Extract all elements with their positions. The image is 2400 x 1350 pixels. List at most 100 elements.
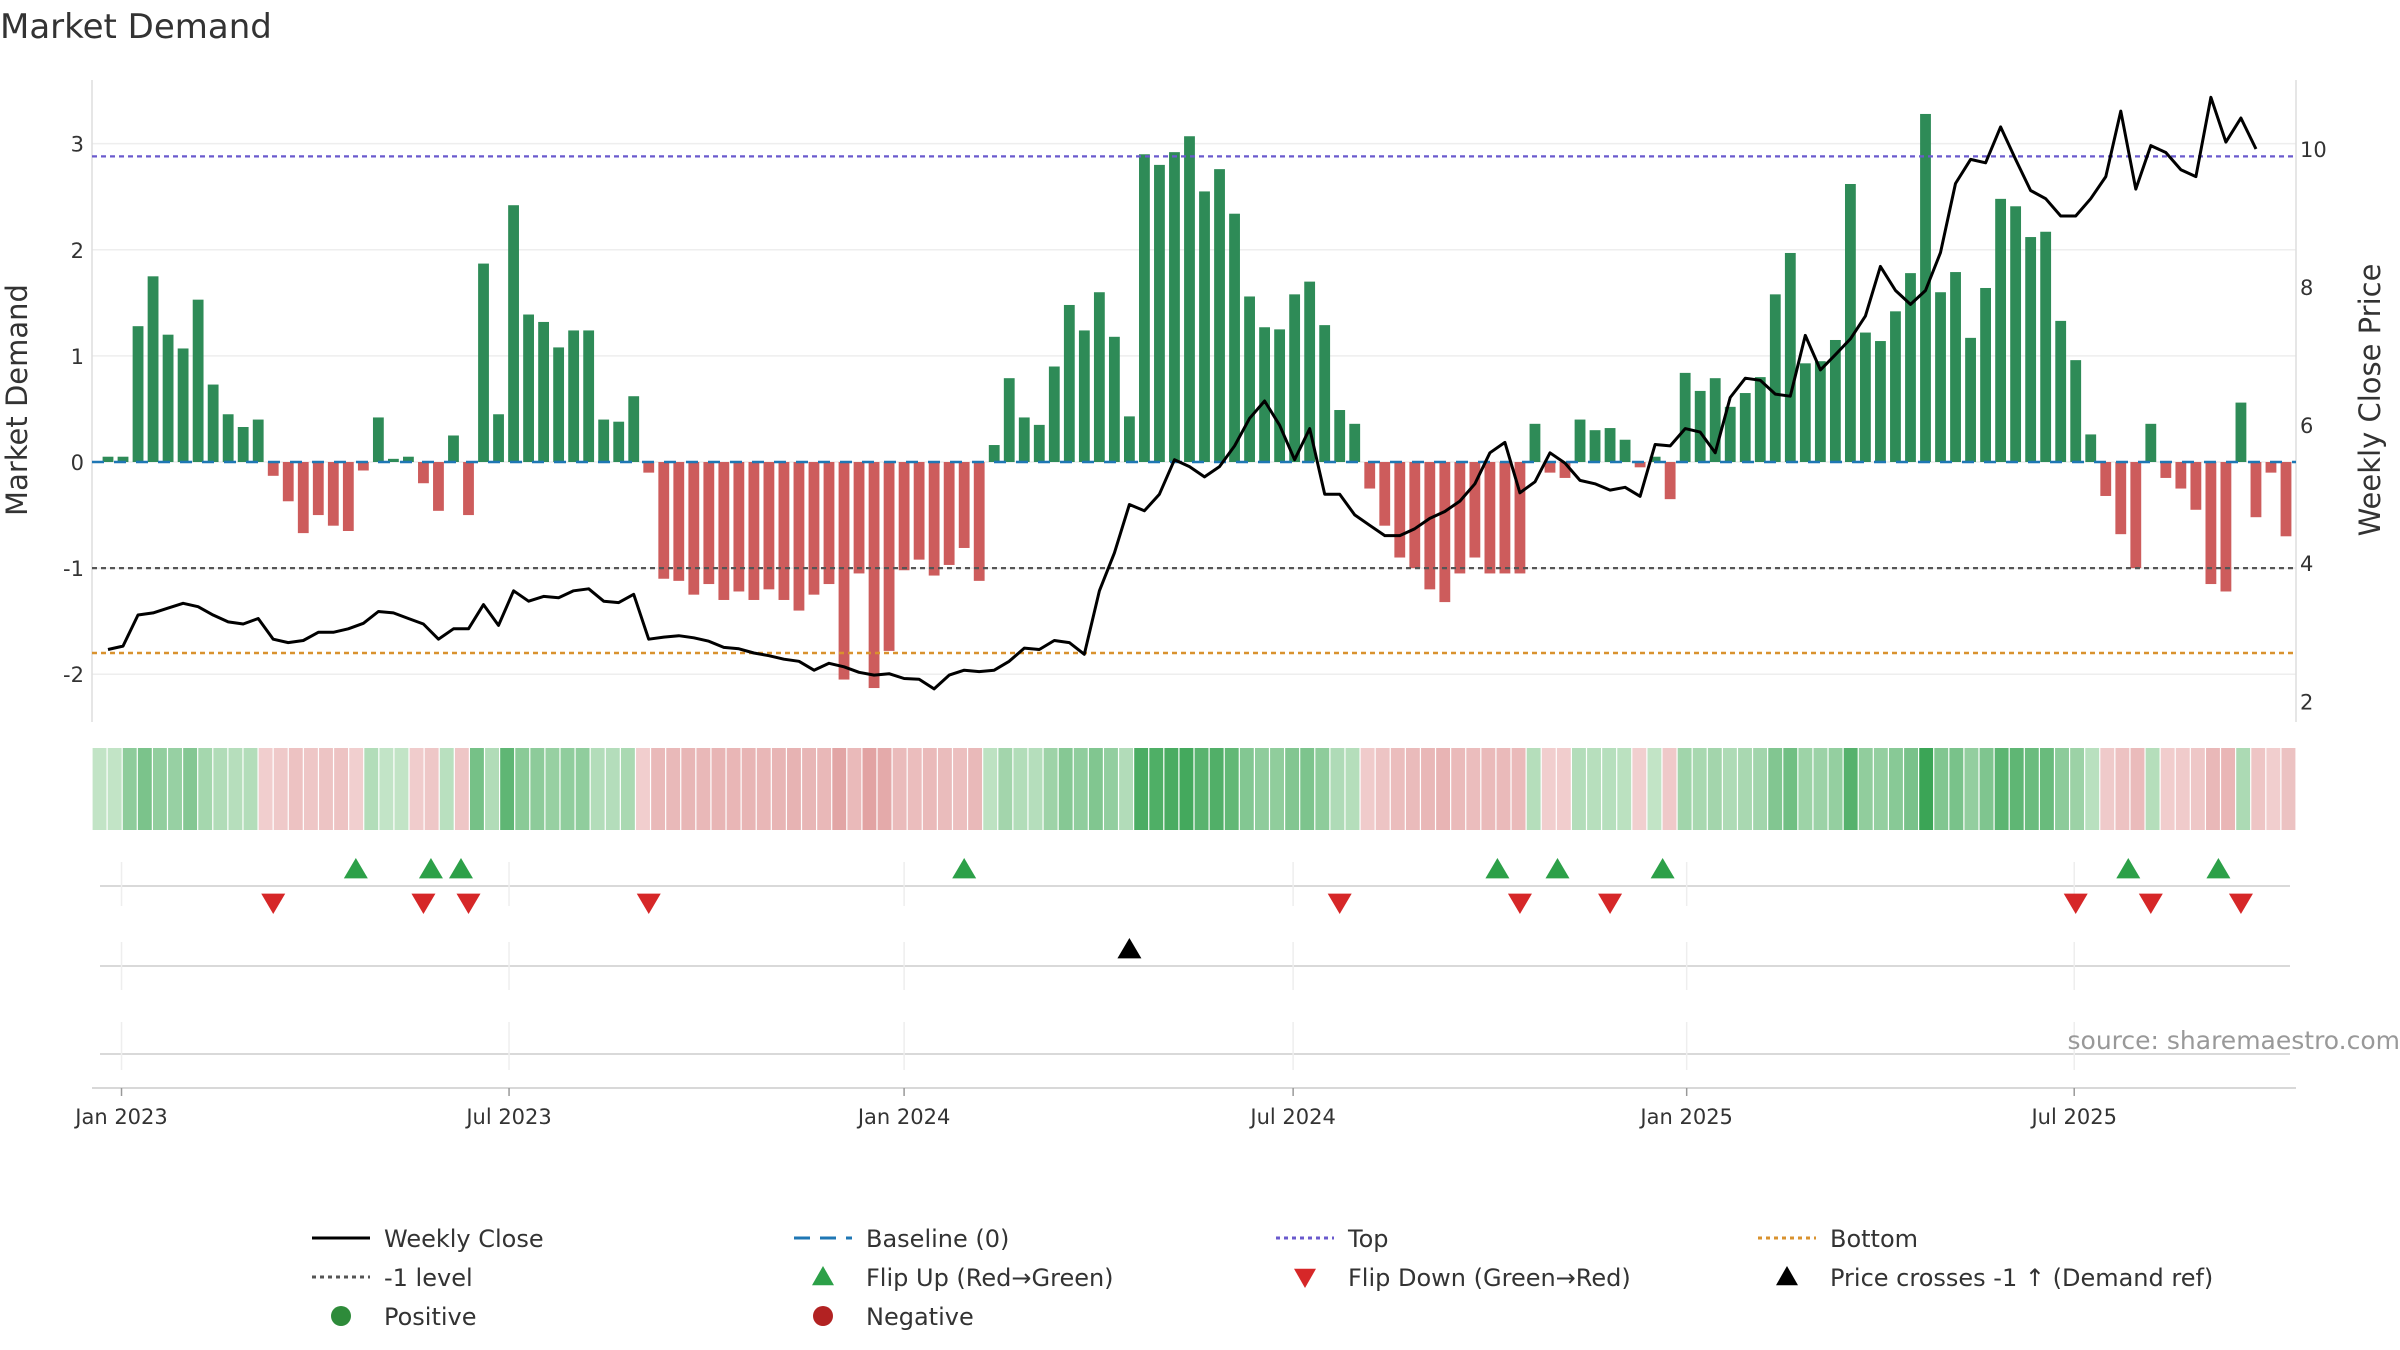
- heat-cell: [998, 748, 1013, 830]
- demand-bar: [583, 330, 595, 463]
- demand-bar: [1589, 430, 1601, 463]
- heat-cell: [1209, 748, 1224, 830]
- legend-item: Top: [1276, 1225, 1389, 1253]
- legend-item: Flip Up (Red→Green): [812, 1264, 1114, 1292]
- legend-label: Negative: [866, 1303, 974, 1331]
- legend-label: Baseline (0): [866, 1225, 1009, 1253]
- heat-cell: [92, 748, 107, 830]
- flip-down-marker: [2228, 893, 2253, 914]
- heat-cell: [500, 748, 515, 830]
- demand-bar: [1664, 462, 1676, 500]
- demand-bar: [1063, 304, 1075, 463]
- demand-bar: [418, 462, 429, 484]
- demand-bar: [1995, 198, 2007, 463]
- legend-swatch: [1776, 1266, 1798, 1286]
- flip-down-marker: [2138, 893, 2163, 914]
- heat-cell: [832, 748, 847, 830]
- heat-cell: [756, 748, 771, 830]
- heat-cell: [1979, 748, 1994, 830]
- demand-bar: [1394, 462, 1406, 558]
- heat-cell: [1753, 748, 1768, 830]
- legend-item: -1 level: [312, 1264, 473, 1292]
- heat-cell: [2175, 748, 2190, 830]
- heat-cell: [515, 748, 530, 830]
- y-tick-label: -2: [63, 663, 84, 687]
- demand-bar: [357, 462, 369, 471]
- heat-cell: [2251, 748, 2266, 830]
- legend-item: Price crosses -1 ↑ (Demand ref): [1776, 1264, 2213, 1292]
- demand-bar: [2250, 462, 2262, 518]
- flip-up-marker: [1650, 858, 1675, 879]
- flip-down-marker: [1598, 893, 1623, 914]
- heat-cell: [696, 748, 711, 830]
- demand-bar: [1018, 417, 1030, 463]
- legend-item: Positive: [331, 1303, 477, 1331]
- heat-cell: [1405, 748, 1420, 830]
- heat-cell: [2206, 748, 2220, 830]
- heat-cell: [334, 748, 349, 830]
- heat-cell: [1934, 748, 1949, 830]
- demand-bar: [2055, 320, 2067, 463]
- demand-bar: [1334, 410, 1346, 463]
- legend-item: Bottom: [1758, 1225, 1918, 1253]
- heat-cell: [439, 748, 454, 830]
- demand-bar: [327, 462, 339, 526]
- demand-bar: [2025, 237, 2037, 463]
- demand-bar: [1093, 292, 1105, 463]
- y-axis-left: -2 -1 0 1 2 3: [63, 133, 84, 688]
- demand-bar: [1379, 462, 1391, 526]
- heat-cell: [1104, 748, 1118, 830]
- heat-cell: [2266, 748, 2281, 830]
- demand-bar: [162, 334, 174, 463]
- heat-cell: [1134, 748, 1149, 830]
- heat-cell: [1662, 748, 1677, 830]
- heat-cell: [787, 748, 801, 830]
- flip-up-marker: [952, 858, 977, 879]
- heat-cell: [2145, 748, 2160, 830]
- demand-bar: [1844, 183, 1856, 463]
- heat-cell: [1587, 748, 1601, 830]
- demand-bar: [493, 414, 504, 463]
- demand-bar: [387, 458, 399, 463]
- heat-cell: [183, 748, 198, 830]
- demand-bar: [1965, 337, 1976, 463]
- demand-bar: [1154, 164, 1165, 463]
- demand-bar: [1905, 273, 1916, 463]
- legend-label: -1 level: [384, 1264, 473, 1292]
- demand-bar: [883, 462, 895, 651]
- demand-bar: [2160, 462, 2172, 478]
- demand-bar: [1108, 336, 1120, 463]
- price-cross-marker: [1117, 938, 1142, 959]
- heat-cell: [530, 748, 545, 830]
- demand-bar: [192, 299, 204, 463]
- demand-bar: [1454, 462, 1466, 574]
- demand-bar: [988, 445, 1000, 463]
- heat-cell: [771, 748, 786, 830]
- price-series: [107, 95, 2258, 691]
- demand-bar: [1349, 423, 1361, 463]
- heat-cell: [1994, 748, 2009, 830]
- heat-cell: [168, 748, 182, 830]
- heat-cell: [1964, 748, 1979, 830]
- heat-cell: [2130, 748, 2145, 830]
- demand-bar: [778, 462, 790, 600]
- heat-cell: [122, 748, 137, 830]
- demand-bar: [1139, 154, 1150, 463]
- demand-bar: [372, 417, 384, 463]
- heat-cell: [847, 748, 862, 830]
- demand-bars: [102, 113, 2292, 689]
- y2-tick-label: 2: [2300, 690, 2313, 714]
- y2-tick-label: 6: [2300, 414, 2313, 438]
- demand-bar: [1304, 281, 1316, 463]
- heat-cell: [2085, 748, 2100, 830]
- heat-cell: [2115, 748, 2130, 830]
- y-tick-label: 2: [71, 239, 84, 263]
- legend-label: Weekly Close: [384, 1225, 544, 1253]
- demand-bar: [1634, 462, 1646, 468]
- heat-cell: [1722, 748, 1737, 830]
- heat-cell: [152, 748, 167, 830]
- heat-cell: [2070, 748, 2085, 830]
- heat-cell: [605, 748, 620, 830]
- demand-bar: [2115, 462, 2127, 535]
